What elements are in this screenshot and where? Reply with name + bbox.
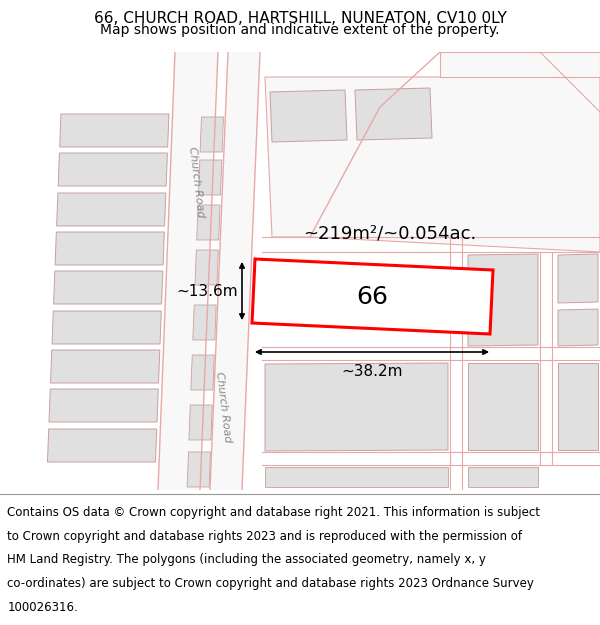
Polygon shape bbox=[252, 259, 493, 334]
Polygon shape bbox=[187, 452, 211, 487]
Text: 100026316.: 100026316. bbox=[7, 601, 78, 614]
Polygon shape bbox=[58, 153, 167, 186]
Polygon shape bbox=[558, 363, 598, 450]
Polygon shape bbox=[199, 160, 222, 195]
Polygon shape bbox=[355, 88, 432, 140]
Text: ~13.6m: ~13.6m bbox=[176, 284, 238, 299]
Polygon shape bbox=[195, 250, 218, 285]
Polygon shape bbox=[189, 405, 212, 440]
Text: HM Land Registry. The polygons (including the associated geometry, namely x, y: HM Land Registry. The polygons (includin… bbox=[7, 554, 486, 566]
Polygon shape bbox=[200, 117, 223, 152]
Polygon shape bbox=[265, 77, 600, 252]
Text: 66: 66 bbox=[356, 284, 389, 309]
Text: Church Road: Church Road bbox=[187, 146, 205, 218]
Polygon shape bbox=[55, 232, 164, 265]
Text: co-ordinates) are subject to Crown copyright and database rights 2023 Ordnance S: co-ordinates) are subject to Crown copyr… bbox=[7, 577, 534, 590]
Polygon shape bbox=[558, 254, 598, 303]
Polygon shape bbox=[265, 467, 448, 487]
Text: Church Road: Church Road bbox=[214, 371, 232, 443]
Polygon shape bbox=[468, 254, 538, 346]
Polygon shape bbox=[468, 467, 538, 487]
Text: Map shows position and indicative extent of the property.: Map shows position and indicative extent… bbox=[100, 24, 500, 38]
Polygon shape bbox=[53, 271, 163, 304]
Text: to Crown copyright and database rights 2023 and is reproduced with the permissio: to Crown copyright and database rights 2… bbox=[7, 530, 522, 543]
Polygon shape bbox=[47, 429, 157, 462]
Text: Contains OS data © Crown copyright and database right 2021. This information is : Contains OS data © Crown copyright and d… bbox=[7, 506, 540, 519]
Text: 66, CHURCH ROAD, HARTSHILL, NUNEATON, CV10 0LY: 66, CHURCH ROAD, HARTSHILL, NUNEATON, CV… bbox=[94, 11, 506, 26]
Polygon shape bbox=[50, 350, 160, 383]
Polygon shape bbox=[59, 114, 169, 147]
Polygon shape bbox=[49, 389, 158, 422]
Polygon shape bbox=[197, 205, 220, 240]
Polygon shape bbox=[193, 305, 216, 340]
Text: ~219m²/~0.054ac.: ~219m²/~0.054ac. bbox=[304, 225, 476, 243]
Polygon shape bbox=[52, 311, 161, 344]
Polygon shape bbox=[158, 52, 218, 490]
Polygon shape bbox=[191, 355, 214, 390]
Polygon shape bbox=[210, 52, 260, 490]
Polygon shape bbox=[440, 52, 600, 77]
Polygon shape bbox=[558, 309, 598, 346]
Polygon shape bbox=[56, 193, 166, 226]
Polygon shape bbox=[468, 363, 538, 450]
Polygon shape bbox=[270, 90, 347, 142]
Text: ~38.2m: ~38.2m bbox=[341, 364, 403, 379]
Polygon shape bbox=[265, 363, 448, 451]
